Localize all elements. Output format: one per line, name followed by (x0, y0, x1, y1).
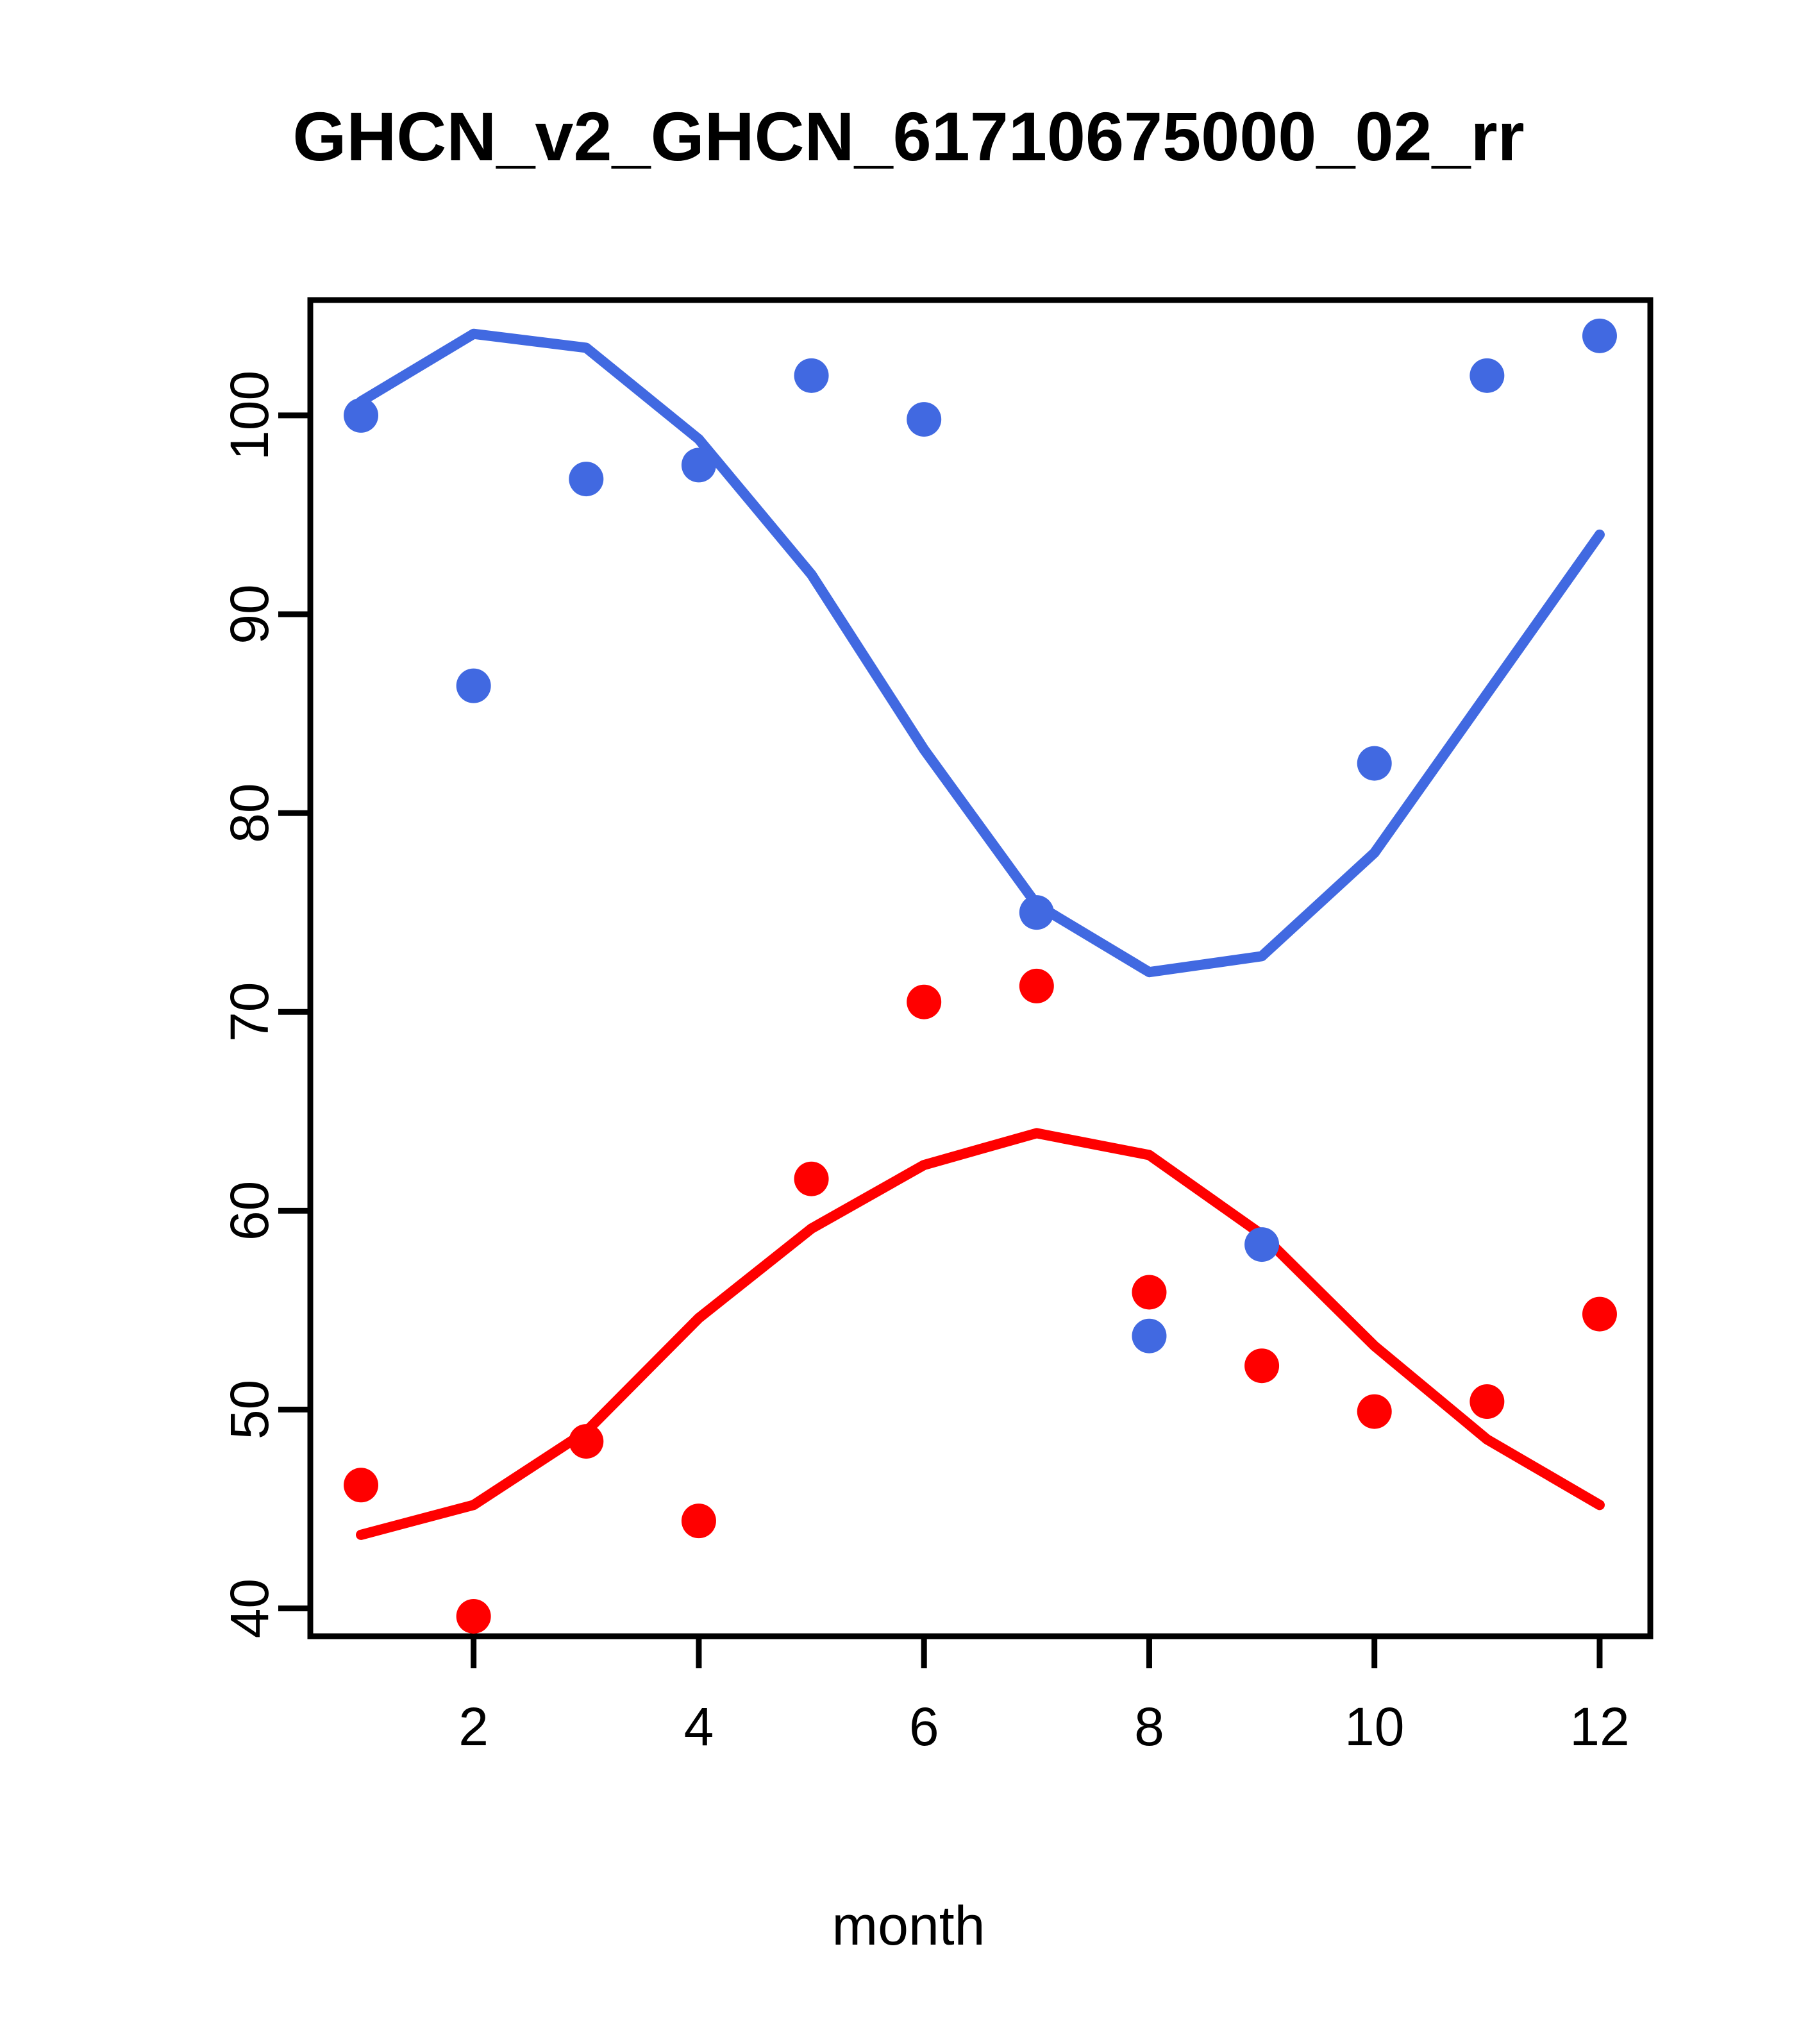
x-axis-ticks (471, 1636, 1603, 1668)
data-point (1019, 968, 1054, 1003)
data-point (907, 984, 942, 1019)
data-point (1244, 1348, 1280, 1384)
page-title: GHCN_v2_GHCN_61710675000_02_rr (292, 97, 1525, 175)
tick-labels-layer: 40 50 60 70 80 90 100 2 4 6 8 10 12 (219, 371, 1630, 1757)
data-point (344, 398, 379, 433)
data-point (1019, 895, 1054, 930)
data-point (456, 668, 491, 703)
x-tick-label: 2 (458, 1696, 489, 1757)
data-point (794, 358, 829, 393)
series-points-red-points (344, 968, 1617, 1634)
data-point (1132, 1275, 1167, 1310)
y-axis-ticks (278, 412, 310, 1612)
data-point (1582, 318, 1617, 353)
data-point (569, 1424, 604, 1459)
plot-border (307, 297, 1654, 1639)
series-line-blue-line (356, 328, 1605, 978)
x-tick-label: 8 (1134, 1696, 1164, 1757)
data-point (1470, 358, 1505, 393)
data-point (794, 1161, 829, 1196)
data-point (681, 448, 716, 483)
y-tick-label: 80 (219, 783, 280, 842)
series-layer (344, 318, 1617, 1634)
y-tick-label: 70 (219, 982, 280, 1042)
data-point (1470, 1384, 1505, 1420)
data-point (569, 462, 604, 497)
x-tick-label: 6 (909, 1696, 939, 1757)
data-point (1582, 1296, 1617, 1332)
x-tick-label: 4 (684, 1696, 714, 1757)
x-axis-label: month (832, 1895, 985, 1957)
plot-box (307, 297, 1654, 1639)
data-point (1357, 1394, 1392, 1429)
y-tick-label: 100 (219, 371, 280, 460)
series-points-blue-points (344, 318, 1617, 1353)
y-tick-label: 90 (219, 584, 280, 644)
x-tick-label: 10 (1344, 1696, 1404, 1757)
data-point (456, 1598, 491, 1634)
x-tick-label: 12 (1570, 1696, 1629, 1757)
data-point (1132, 1318, 1167, 1353)
y-tick-label: 60 (219, 1181, 280, 1241)
data-point (681, 1504, 716, 1539)
data-point (1357, 746, 1392, 781)
data-point (1244, 1227, 1280, 1262)
y-tick-label: 50 (219, 1380, 280, 1439)
y-tick-label: 40 (219, 1579, 280, 1638)
data-point (344, 1468, 379, 1503)
series-line-red-line (356, 1128, 1605, 1540)
data-point (907, 402, 942, 437)
